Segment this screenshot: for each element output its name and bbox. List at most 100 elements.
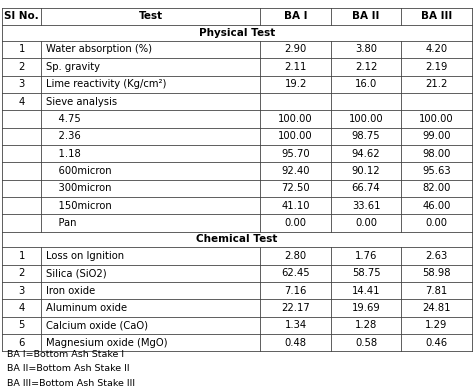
- Bar: [2, 282, 472, 300]
- Text: 1: 1: [18, 251, 25, 261]
- Text: Sl No.: Sl No.: [4, 11, 39, 22]
- Text: 100.00: 100.00: [278, 131, 313, 141]
- Bar: [2, 179, 472, 197]
- Text: 3: 3: [18, 286, 25, 296]
- Text: 2.80: 2.80: [284, 251, 307, 261]
- Text: 0.46: 0.46: [425, 338, 447, 348]
- Text: 1.28: 1.28: [355, 320, 377, 330]
- Bar: [2, 231, 472, 247]
- Text: Aluminum oxide: Aluminum oxide: [46, 303, 127, 313]
- Text: Sp. gravity: Sp. gravity: [46, 62, 100, 72]
- Text: 95.70: 95.70: [282, 149, 310, 159]
- Bar: [2, 8, 472, 25]
- Text: 2.12: 2.12: [355, 62, 377, 72]
- Bar: [2, 145, 472, 162]
- Text: 0.00: 0.00: [426, 218, 447, 228]
- Text: 5: 5: [18, 320, 25, 330]
- Text: BA II: BA II: [352, 11, 380, 22]
- Text: 0.00: 0.00: [355, 218, 377, 228]
- Text: Sieve analysis: Sieve analysis: [46, 97, 117, 106]
- Text: 7.81: 7.81: [425, 286, 447, 296]
- Text: Test: Test: [138, 11, 163, 22]
- Text: Iron oxide: Iron oxide: [46, 286, 95, 296]
- Text: 100.00: 100.00: [419, 114, 454, 124]
- Text: BA II=Bottom Ash Stake II: BA II=Bottom Ash Stake II: [7, 364, 130, 373]
- Text: Water absorption (%): Water absorption (%): [46, 45, 152, 54]
- Text: 1: 1: [18, 45, 25, 54]
- Text: 94.62: 94.62: [352, 149, 380, 159]
- Text: 82.00: 82.00: [422, 183, 451, 193]
- Bar: [2, 75, 472, 93]
- Bar: [2, 300, 472, 317]
- Text: 100.00: 100.00: [349, 114, 383, 124]
- Text: 92.40: 92.40: [282, 166, 310, 176]
- Text: Pan: Pan: [46, 218, 76, 228]
- Text: 21.2: 21.2: [425, 79, 447, 89]
- Text: 62.45: 62.45: [282, 268, 310, 278]
- Text: 90.12: 90.12: [352, 166, 380, 176]
- Bar: [2, 25, 472, 41]
- Text: 58.98: 58.98: [422, 268, 451, 278]
- Text: 46.00: 46.00: [422, 201, 451, 211]
- Text: 1.34: 1.34: [284, 320, 307, 330]
- Text: 16.0: 16.0: [355, 79, 377, 89]
- Text: 98.75: 98.75: [352, 131, 380, 141]
- Text: 22.17: 22.17: [281, 303, 310, 313]
- Text: 4: 4: [18, 303, 25, 313]
- Text: 0.48: 0.48: [285, 338, 307, 348]
- Bar: [2, 58, 472, 75]
- Text: 0.00: 0.00: [285, 218, 307, 228]
- Text: 1.76: 1.76: [355, 251, 377, 261]
- Text: 2: 2: [18, 268, 25, 278]
- Bar: [2, 41, 472, 58]
- Bar: [2, 265, 472, 282]
- Text: 95.63: 95.63: [422, 166, 451, 176]
- Text: Lime reactivity (Kg/cm²): Lime reactivity (Kg/cm²): [46, 79, 166, 89]
- Text: Magnesium oxide (MgO): Magnesium oxide (MgO): [46, 338, 167, 348]
- Text: BA III: BA III: [421, 11, 452, 22]
- Text: 600micron: 600micron: [46, 166, 111, 176]
- Bar: [2, 334, 472, 352]
- Text: 72.50: 72.50: [282, 183, 310, 193]
- Text: 4.75: 4.75: [46, 114, 80, 124]
- Text: 2.63: 2.63: [425, 251, 447, 261]
- Bar: [2, 317, 472, 334]
- Text: 2.90: 2.90: [284, 45, 307, 54]
- Text: 19.69: 19.69: [352, 303, 381, 313]
- Text: BA III=Bottom Ash Stake III: BA III=Bottom Ash Stake III: [7, 379, 135, 388]
- Text: 2.11: 2.11: [284, 62, 307, 72]
- Text: 14.41: 14.41: [352, 286, 380, 296]
- Text: Chemical Test: Chemical Test: [196, 235, 278, 244]
- Text: 0.58: 0.58: [355, 338, 377, 348]
- Text: BA I=Bottom Ash Stake I: BA I=Bottom Ash Stake I: [7, 350, 124, 359]
- Text: 98.00: 98.00: [422, 149, 451, 159]
- Text: 19.2: 19.2: [284, 79, 307, 89]
- Text: 33.61: 33.61: [352, 201, 380, 211]
- Bar: [2, 127, 472, 145]
- Bar: [2, 93, 472, 110]
- Text: 3: 3: [18, 79, 25, 89]
- Text: 41.10: 41.10: [282, 201, 310, 211]
- Text: 2.36: 2.36: [46, 131, 80, 141]
- Bar: [2, 197, 472, 214]
- Text: 300micron: 300micron: [46, 183, 111, 193]
- Text: 24.81: 24.81: [422, 303, 451, 313]
- Bar: [2, 110, 472, 127]
- Text: Loss on Ignition: Loss on Ignition: [46, 251, 124, 261]
- Text: 100.00: 100.00: [278, 114, 313, 124]
- Text: 1.29: 1.29: [425, 320, 447, 330]
- Bar: [2, 214, 472, 231]
- Text: Calcium oxide (CaO): Calcium oxide (CaO): [46, 320, 147, 330]
- Text: 99.00: 99.00: [422, 131, 451, 141]
- Text: Silica (SiO2): Silica (SiO2): [46, 268, 106, 278]
- Text: Physical Test: Physical Test: [199, 28, 275, 38]
- Text: 58.75: 58.75: [352, 268, 380, 278]
- Text: 4: 4: [18, 97, 25, 106]
- Text: BA I: BA I: [284, 11, 308, 22]
- Text: 3.80: 3.80: [355, 45, 377, 54]
- Text: 1.18: 1.18: [46, 149, 80, 159]
- Text: 2: 2: [18, 62, 25, 72]
- Text: 150micron: 150micron: [46, 201, 111, 211]
- Text: 7.16: 7.16: [284, 286, 307, 296]
- Text: 66.74: 66.74: [352, 183, 380, 193]
